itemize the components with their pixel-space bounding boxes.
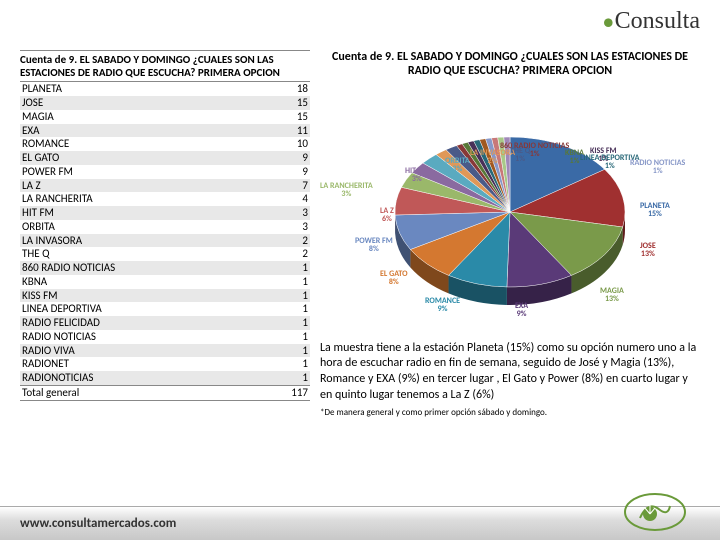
row-value: 15 (270, 96, 310, 110)
pie-chart: PLANETA15% JOSE13% MAGIA13% EXA9% ROMANCE9% E… (320, 87, 700, 337)
row-value: 10 (270, 137, 310, 151)
content-area: Cuenta de 9. EL SABADO Y DOMINGO ¿CUALES… (20, 50, 700, 418)
row-value: 7 (270, 179, 310, 193)
row-label: ROMANCE (20, 137, 270, 151)
total-value: 117 (270, 385, 310, 400)
table-row: EL GATO9 (20, 151, 310, 165)
table-row: PLANETA18 (20, 82, 310, 96)
table-row: LINEA DEPORTIVA1 (20, 302, 310, 316)
row-value: 2 (270, 234, 310, 248)
table-row: JOSE15 (20, 96, 310, 110)
row-value: 1 (270, 261, 310, 275)
footer-badge-icon (620, 490, 690, 534)
row-label: RADIO NOTICIAS (20, 330, 270, 344)
row-label: LINEA DEPORTIVA (20, 302, 270, 316)
slice-label: ORBITA3% (445, 157, 470, 173)
total-label: Total general (20, 385, 270, 400)
page: •Consulta Cuenta de 9. EL SABADO Y DOMIN… (0, 0, 720, 540)
row-label: PLANETA (20, 82, 270, 96)
row-label: 860 RADIO NOTICIAS (20, 261, 270, 275)
row-value: 1 (270, 302, 310, 316)
row-value: 3 (270, 206, 310, 220)
row-value: 4 (270, 192, 310, 206)
row-label: KISS FM (20, 289, 270, 303)
row-value: 9 (270, 151, 310, 165)
slice-label: LA Z6% (380, 207, 394, 223)
row-label: THE Q (20, 247, 270, 261)
row-value: 1 (270, 330, 310, 344)
row-value: 11 (270, 124, 310, 138)
table-row: KBNA1 (20, 275, 310, 289)
row-label: RADIONET (20, 357, 270, 371)
table-row: THE Q2 (20, 247, 310, 261)
row-label: JOSE (20, 96, 270, 110)
logo-text: Consulta (615, 8, 700, 34)
slice-label: RADIO NOTICIAS1% (630, 159, 685, 175)
table-row: MAGIA15 (20, 110, 310, 124)
row-value: 1 (270, 371, 310, 385)
row-value: 9 (270, 165, 310, 179)
row-value: 3 (270, 220, 310, 234)
chart-title: Cuenta de 9. EL SABADO Y DOMINGO ¿CUALES… (320, 50, 700, 79)
row-value: 1 (270, 289, 310, 303)
row-value: 1 (270, 275, 310, 289)
row-label: LA INVASORA (20, 234, 270, 248)
slice-label: POWER FM8% (355, 237, 393, 253)
logo-dot-icon: • (602, 2, 615, 42)
row-value: 1 (270, 344, 310, 358)
row-label: LA Z (20, 179, 270, 193)
row-value: 2 (270, 247, 310, 261)
right-column: Cuenta de 9. EL SABADO Y DOMINGO ¿CUALES… (320, 50, 700, 418)
table-row: RADIONET1 (20, 357, 310, 371)
row-label: POWER FM (20, 165, 270, 179)
slice-label: 860 RADIO NOTICIAS1% (500, 142, 569, 158)
brand-logo: •Consulta (602, 8, 700, 35)
data-table: PLANETA18JOSE15MAGIA15EXA11ROMANCE10EL G… (20, 82, 310, 400)
row-label: HIT FM (20, 206, 270, 220)
table-row: 860 RADIO NOTICIAS1 (20, 261, 310, 275)
table-row: RADIO NOTICIAS1 (20, 330, 310, 344)
row-label: RADIONOTICIAS (20, 371, 270, 385)
table-row: KISS FM1 (20, 289, 310, 303)
footer-bar: www.consultamercados.com (0, 506, 720, 540)
table-row: RADIO FELICIDAD1 (20, 316, 310, 330)
row-label: ORBITA (20, 220, 270, 234)
slice-label: JOSE13% (640, 242, 656, 258)
row-value: 18 (270, 82, 310, 96)
table-row: EXA11 (20, 124, 310, 138)
row-label: EXA (20, 124, 270, 138)
left-column: Cuenta de 9. EL SABADO Y DOMINGO ¿CUALES… (20, 50, 310, 418)
row-value: 1 (270, 357, 310, 371)
slice-label: LA RANCHERITA3% (320, 182, 373, 198)
footer-url: www.consultamercados.com (20, 516, 176, 531)
table-row: RADIONOTICIAS1 (20, 371, 310, 385)
row-value: 15 (270, 110, 310, 124)
table-row: RADIO VIVA1 (20, 344, 310, 358)
table-total-row: Total general117 (20, 385, 310, 400)
row-label: RADIO FELICIDAD (20, 316, 270, 330)
table-row: LA INVASORA2 (20, 234, 310, 248)
table-row: ORBITA3 (20, 220, 310, 234)
slice-label: EL GATO8% (380, 270, 408, 286)
commentary-text: La muestra tiene a la estación Planeta (… (320, 341, 700, 403)
table-row: LA RANCHERITA4 (20, 192, 310, 206)
slice-label: ROMANCE9% (425, 297, 460, 313)
row-label: RADIO VIVA (20, 344, 270, 358)
table-row: ROMANCE10 (20, 137, 310, 151)
table-row: HIT FM3 (20, 206, 310, 220)
footnote-text: *De manera general y como primer opción … (320, 407, 700, 418)
row-label: MAGIA (20, 110, 270, 124)
slice-label: PLANETA15% (640, 202, 670, 218)
table-row: LA Z7 (20, 179, 310, 193)
slice-label: MAGIA13% (600, 287, 624, 303)
slice-label: EXA9% (515, 302, 528, 318)
row-label: LA RANCHERITA (20, 192, 270, 206)
row-label: EL GATO (20, 151, 270, 165)
table-row: POWER FM9 (20, 165, 310, 179)
row-value: 1 (270, 316, 310, 330)
table-title: Cuenta de 9. EL SABADO Y DOMINGO ¿CUALES… (20, 50, 310, 82)
row-label: KBNA (20, 275, 270, 289)
slice-label: HIT FM3% (405, 167, 429, 183)
